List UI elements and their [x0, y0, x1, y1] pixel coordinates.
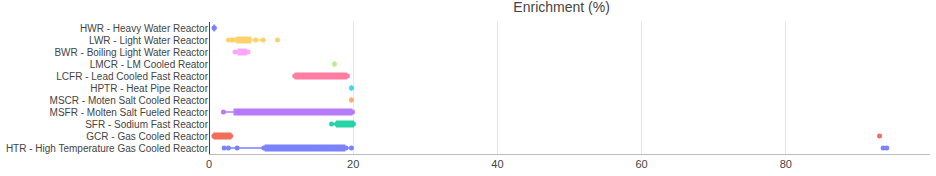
svg-text:Enrichment (%): Enrichment (%) — [513, 0, 609, 15]
svg-text:40: 40 — [491, 158, 503, 170]
svg-text:LWR - Light Water Reactor: LWR - Light Water Reactor — [89, 35, 209, 46]
svg-text:LCFR - Lead Cooled Fast Reacto: LCFR - Lead Cooled Fast Reactor — [56, 71, 208, 82]
svg-text:HTR - High Temperature Gas Coo: HTR - High Temperature Gas Cooled Reacto… — [6, 143, 209, 154]
svg-text:SFR - Sodium Fast Reactor: SFR - Sodium Fast Reactor — [85, 119, 208, 130]
svg-text:0: 0 — [206, 158, 212, 170]
svg-text:GCR - Gas Cooled Reactor: GCR - Gas Cooled Reactor — [86, 131, 208, 142]
svg-text:80: 80 — [780, 158, 792, 170]
svg-text:HPTR - Heat Pipe Reactor: HPTR - Heat Pipe Reactor — [90, 83, 208, 94]
svg-text:60: 60 — [635, 158, 647, 170]
svg-text:HWR - Heavy Water Reactor: HWR - Heavy Water Reactor — [80, 23, 209, 34]
svg-text:LMCR - LM Cooled Reator: LMCR - LM Cooled Reator — [90, 59, 209, 70]
svg-text:MSCR - Moten Salt Cooled React: MSCR - Moten Salt Cooled Reactor — [50, 95, 209, 106]
svg-text:BWR - Boiling Light Water Reac: BWR - Boiling Light Water Reactor — [54, 47, 208, 58]
svg-text:MSFR - Molten Salt Fueled Reac: MSFR - Molten Salt Fueled Reactor — [50, 107, 209, 118]
svg-text:20: 20 — [347, 158, 359, 170]
